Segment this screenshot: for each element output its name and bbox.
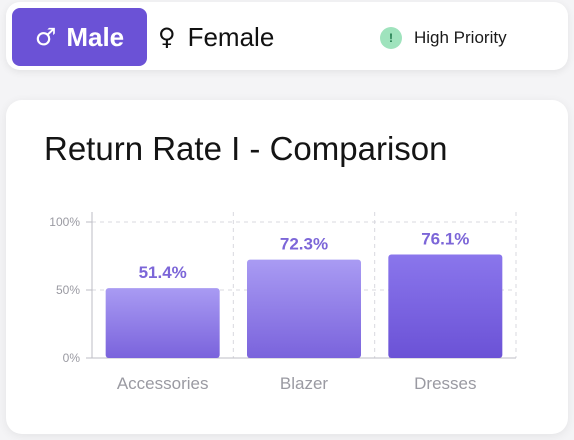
x-tick-label: Dresses xyxy=(414,374,476,393)
female-label: Female xyxy=(187,21,275,52)
bar-blazer[interactable] xyxy=(247,259,361,358)
data-label: 76.1% xyxy=(421,230,469,249)
priority-alert-icon: ! xyxy=(380,27,402,49)
x-tick-label: Blazer xyxy=(280,374,329,393)
female-symbol-icon: ♀ xyxy=(158,23,176,51)
y-tick-label: 100% xyxy=(49,215,80,229)
return-rate-card: Return Rate I - Comparison 0% 50% 100% 51.4… xyxy=(6,100,568,434)
priority-indicator: ! High Priority xyxy=(380,24,507,52)
filter-bar: ♂ Male ♀ Female ! High Priority xyxy=(6,2,568,70)
bar-accessories[interactable] xyxy=(105,288,220,358)
y-tick-label: 50% xyxy=(56,283,80,297)
return-rate-chart: 0% 50% 100% 51.4% Accessories 72.3% Blazer 76.1… xyxy=(49,212,517,393)
priority-label: High Priority xyxy=(414,28,507,47)
male-label: Male xyxy=(66,21,125,52)
male-filter-button[interactable]: ♂ Male xyxy=(12,8,147,66)
card-title: Return Rate I - Comparison xyxy=(44,130,448,167)
bar-dresses[interactable] xyxy=(388,254,503,358)
data-label: 72.3% xyxy=(280,235,328,254)
x-tick-label: Accessories xyxy=(117,374,209,393)
y-tick-label: 0% xyxy=(63,351,81,365)
data-label: 51.4% xyxy=(139,263,187,282)
female-filter-button[interactable]: ♀ Female xyxy=(158,8,298,66)
male-symbol-icon: ♂ xyxy=(34,23,57,51)
